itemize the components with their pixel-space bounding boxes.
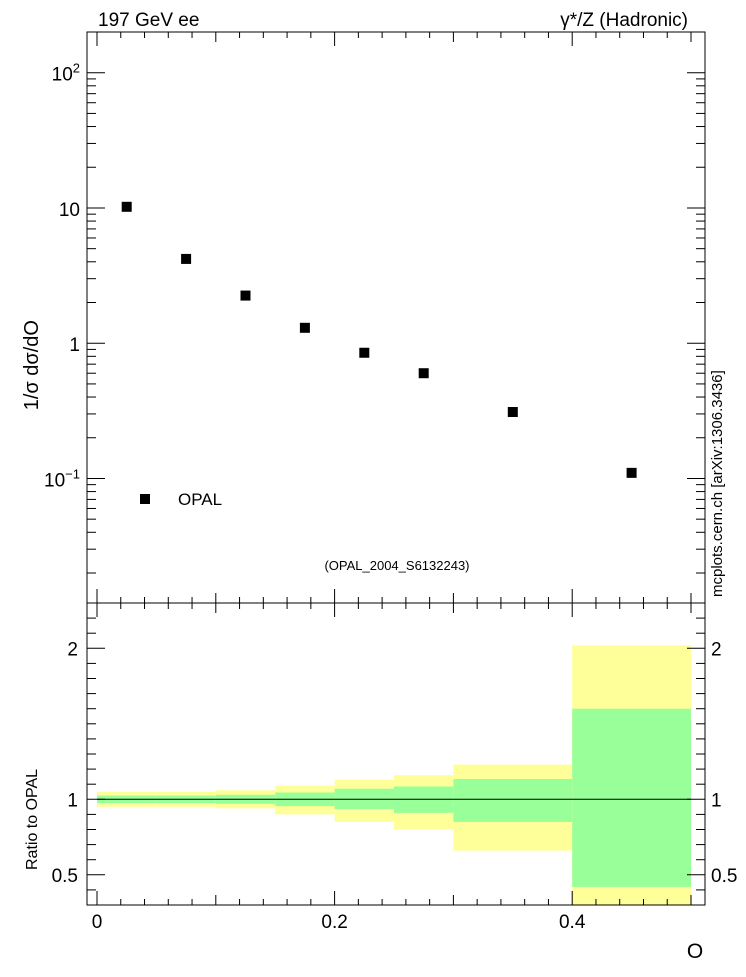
data-point-3 xyxy=(299,322,310,333)
ratio-bands xyxy=(97,645,691,905)
main-y-tick-label-0: 102 xyxy=(52,61,80,86)
ratio-y-tick-label-left-2: 2 xyxy=(67,639,78,660)
main-y-tick-label-2: 1 xyxy=(69,335,80,356)
data-point-6 xyxy=(507,407,518,418)
main-y-tick-label-3: 10−1 xyxy=(44,466,80,491)
ratio-y-tick-label-left-1: 1 xyxy=(67,790,78,811)
x-axis-label: O xyxy=(687,940,703,963)
tick-labels: 102 10 1 10−1 0.5 0.5 1 1 2 2 0 0.2 0.4 xyxy=(44,61,737,933)
header-right-label: γ*/Z (Hadronic) xyxy=(560,10,688,31)
ratio-y-tick-label-right-2: 2 xyxy=(711,639,722,660)
ratio-inner-band-7 xyxy=(572,708,691,887)
data-markers xyxy=(121,201,637,478)
main-y-axis-label: 1/σ dσ/dO xyxy=(21,320,43,410)
legend-label: OPAL xyxy=(178,490,222,509)
legend-marker xyxy=(140,494,150,504)
watermark: mcplots.cern.ch [arXiv:1306.3436] xyxy=(709,370,726,597)
data-point-0 xyxy=(121,201,132,212)
header-left-label: 197 GeV ee xyxy=(98,10,199,31)
main-y-tick-label-1: 10 xyxy=(59,200,80,221)
ratio-y-tick-label-left-0: 0.5 xyxy=(52,866,78,887)
ratio-plot-frame xyxy=(86,602,706,906)
data-point-5 xyxy=(418,368,429,379)
ratio-y-axis-label: Ratio to OPAL xyxy=(24,769,41,870)
data-point-1 xyxy=(181,253,192,264)
data-point-4 xyxy=(359,347,370,358)
main-plot-frame xyxy=(86,31,706,604)
plot-frames xyxy=(86,31,706,906)
ratio-y-tick-label-right-1: 1 xyxy=(711,790,722,811)
x-tick-label-1: 0.2 xyxy=(321,912,347,933)
ratio-y-tick-label-right-0: 0.5 xyxy=(711,866,737,887)
x-tick-label-2: 0.4 xyxy=(559,912,586,933)
analysis-tag: (OPAL_2004_S6132243) xyxy=(324,558,469,573)
data-point-2 xyxy=(240,290,251,301)
ratio-inner-band-6 xyxy=(453,778,573,822)
data-point-7 xyxy=(626,467,637,478)
x-tick-label-0: 0 xyxy=(92,912,103,933)
